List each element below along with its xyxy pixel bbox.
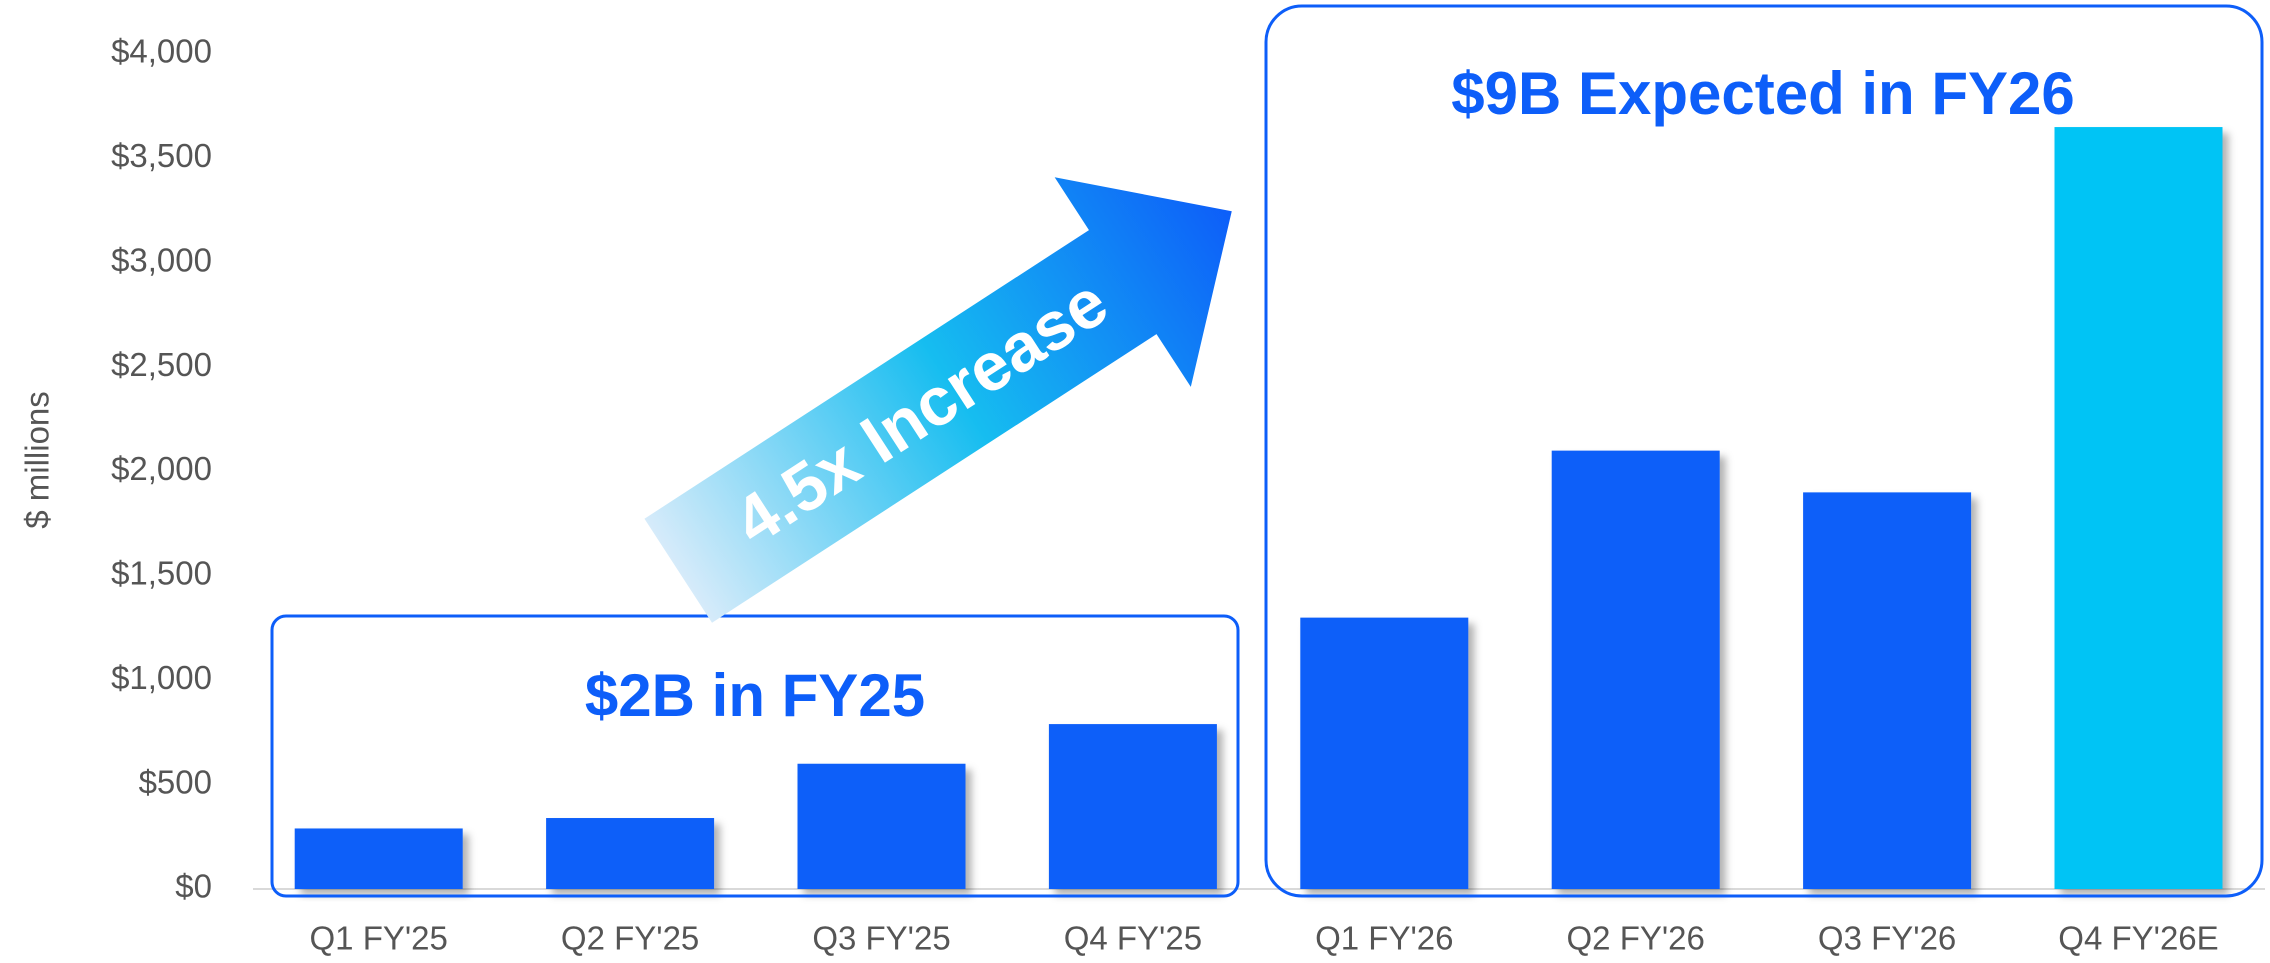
y-tick-label: $3,500	[111, 137, 212, 174]
bar	[1048, 724, 1217, 889]
y-tick-label: $4,000	[111, 33, 212, 70]
bar	[1551, 450, 1720, 889]
bar	[2054, 127, 2223, 889]
x-tick-label: Q1 FY'25	[310, 920, 448, 957]
x-tick-label: Q2 FY'25	[561, 920, 699, 957]
arrow-label: 4.5x Increase	[721, 264, 1121, 560]
x-tick-label: Q4 FY'26E	[2058, 920, 2218, 957]
y-tick-label: $0	[175, 868, 212, 905]
bar	[797, 763, 966, 889]
x-tick-label: Q3 FY'25	[812, 920, 950, 957]
y-axis-label: $ millions	[19, 391, 56, 529]
x-tick-label: Q1 FY'26	[1315, 920, 1453, 957]
fy25-annotation: $2B in FY25	[585, 662, 925, 729]
y-tick-label: $2,000	[111, 450, 212, 487]
fy26-box	[1264, 4, 2264, 898]
x-tick-label: Q2 FY'26	[1567, 920, 1705, 957]
y-tick-label: $3,000	[111, 241, 212, 278]
bar	[1803, 492, 1972, 889]
fy25-box	[270, 614, 1240, 898]
x-tick-label: Q4 FY'25	[1064, 920, 1202, 957]
increase-arrow: 4.5x Increase	[644, 177, 1232, 623]
y-tick-label: $2,500	[111, 346, 212, 383]
fy26-annotation: $9B Expected in FY26	[1451, 60, 2075, 127]
x-tick-label: Q3 FY'26	[1818, 920, 1956, 957]
bar	[294, 828, 463, 889]
y-tick-label: $1,000	[111, 659, 212, 696]
bar	[546, 818, 715, 889]
y-tick-label: $500	[139, 763, 212, 800]
y-tick-label: $1,500	[111, 555, 212, 592]
bar	[1300, 617, 1469, 889]
